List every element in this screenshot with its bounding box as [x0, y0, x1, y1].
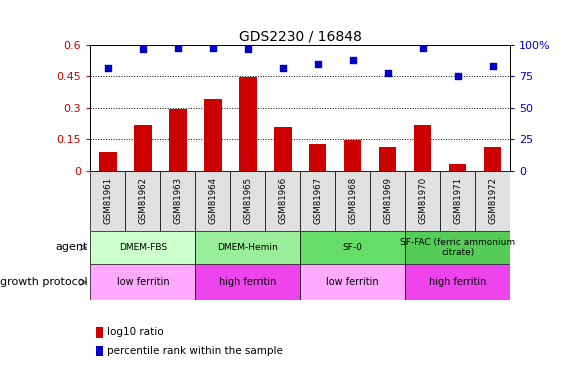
Point	[208, 45, 217, 51]
Text: GSM81970: GSM81970	[418, 177, 427, 224]
Bar	[90, 171, 125, 231]
Point	[418, 45, 427, 51]
Point	[453, 74, 462, 80]
Text: DMEM-FBS: DMEM-FBS	[119, 243, 167, 252]
Bar	[99, 152, 117, 171]
Bar	[300, 171, 335, 231]
Text: high ferritin: high ferritin	[219, 277, 276, 287]
Bar	[484, 147, 501, 171]
Point	[348, 57, 357, 63]
Bar	[125, 171, 160, 231]
Point	[138, 46, 147, 52]
Bar	[475, 171, 510, 231]
Point	[313, 61, 322, 67]
Bar	[405, 264, 510, 300]
Text: SF-0: SF-0	[343, 243, 363, 252]
Bar	[405, 231, 510, 264]
Point	[173, 45, 182, 51]
Bar	[195, 264, 300, 300]
Text: GSM81966: GSM81966	[278, 177, 287, 224]
Title: GDS2230 / 16848: GDS2230 / 16848	[239, 30, 361, 44]
Bar	[370, 171, 405, 231]
Text: GSM81965: GSM81965	[243, 177, 252, 224]
Text: low ferritin: low ferritin	[326, 277, 379, 287]
Point	[488, 63, 497, 69]
Text: GSM81963: GSM81963	[173, 177, 182, 224]
Bar	[134, 124, 152, 171]
Bar	[274, 127, 292, 171]
Text: agent: agent	[55, 243, 87, 252]
Bar	[230, 171, 265, 231]
Bar	[195, 171, 230, 231]
Bar	[204, 99, 222, 171]
Bar	[449, 164, 466, 171]
Bar	[195, 231, 300, 264]
Bar	[309, 144, 326, 171]
Bar	[239, 78, 257, 171]
Bar	[379, 147, 396, 171]
Text: GSM81962: GSM81962	[138, 177, 147, 224]
Text: GSM81972: GSM81972	[488, 177, 497, 224]
Bar	[265, 171, 300, 231]
Text: low ferritin: low ferritin	[117, 277, 169, 287]
Point	[103, 64, 113, 70]
Point	[383, 70, 392, 76]
Bar	[90, 264, 195, 300]
Point	[278, 64, 287, 70]
Bar	[405, 171, 440, 231]
Text: GSM81969: GSM81969	[383, 177, 392, 224]
Bar	[335, 171, 370, 231]
Point	[243, 46, 252, 52]
Bar	[344, 140, 361, 171]
Bar	[160, 171, 195, 231]
Text: GSM81967: GSM81967	[313, 177, 322, 224]
Text: high ferritin: high ferritin	[429, 277, 486, 287]
Text: GSM81961: GSM81961	[103, 177, 113, 224]
Text: log10 ratio: log10 ratio	[107, 327, 163, 337]
Text: percentile rank within the sample: percentile rank within the sample	[107, 346, 283, 355]
Bar	[440, 171, 475, 231]
Text: SF-FAC (ferric ammonium
citrate): SF-FAC (ferric ammonium citrate)	[400, 238, 515, 257]
Bar	[90, 231, 195, 264]
Text: DMEM-Hemin: DMEM-Hemin	[217, 243, 278, 252]
Bar	[300, 231, 405, 264]
Text: GSM81968: GSM81968	[348, 177, 357, 224]
Bar	[300, 264, 405, 300]
Bar	[414, 124, 431, 171]
Text: growth protocol: growth protocol	[0, 277, 87, 287]
Text: GSM81971: GSM81971	[453, 177, 462, 224]
Text: GSM81964: GSM81964	[208, 177, 217, 224]
Bar	[169, 109, 187, 171]
